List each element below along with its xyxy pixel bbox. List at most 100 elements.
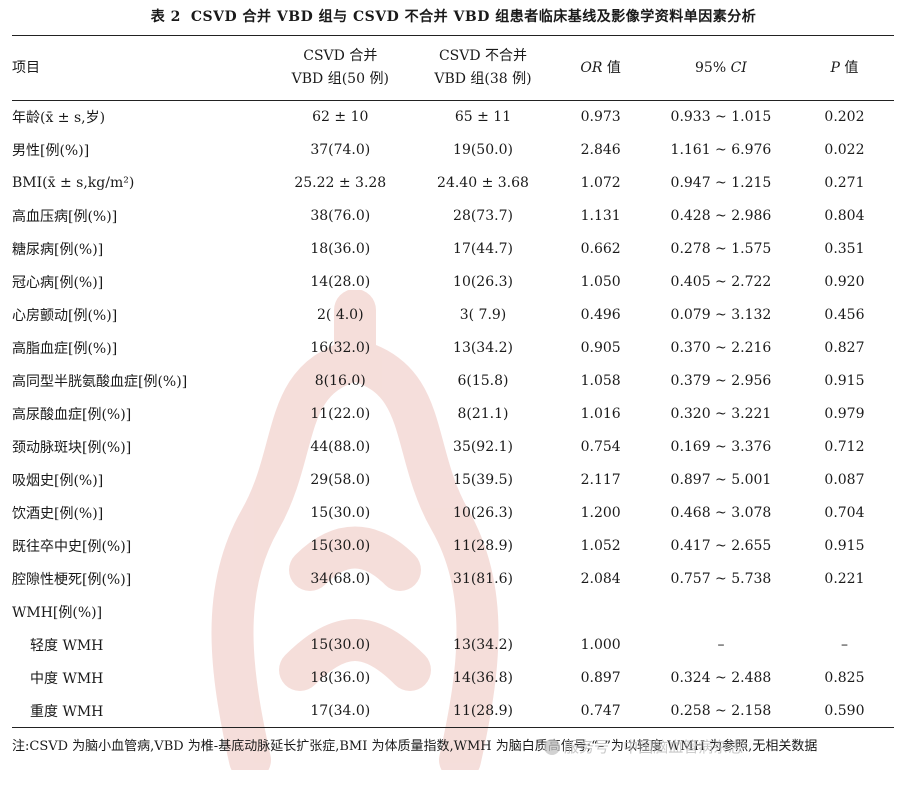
header-item: 项目 <box>12 35 269 101</box>
header-group2: CSVD 不合并 VBD 组(38 例) <box>411 35 555 101</box>
row-ci-value: 1.161 ~ 6.976 <box>670 142 772 158</box>
row-p-value: 0.590 <box>794 694 894 728</box>
table-row: BMI(x̄ ± s,kg/m²) 25.22 ± 3.28 24.40 ± 3.6… <box>12 167 894 200</box>
row-ci-value: 0.278 ~ 1.575 <box>670 241 772 257</box>
data-table: 项目 CSVD 合并 VBD 组(50 例) CSVD 不合并 VBD 组(38… <box>12 35 894 728</box>
row-or-value: 1.016 <box>580 406 621 422</box>
table-row: 高同型半胱氨酸血症[例(%)] 8(16.0) 6(15.8) 1.058 0.379 … <box>12 365 894 398</box>
row-or-value: 1.052 <box>580 538 621 554</box>
row-p-value: 0.456 <box>824 307 865 323</box>
table-row: WMH[例(%)] <box>12 596 894 629</box>
table-row: 男性[例(%)] 37(74.0) 19(50.0) 2.846 1.161 ~ 6.9… <box>12 134 894 167</box>
row-item-label: 高脂血症[例(%)] <box>12 341 118 357</box>
row-p-value: – <box>840 637 848 653</box>
row-group1-value: 16(32.0) <box>310 340 371 356</box>
header-ci: 95% CI <box>646 35 795 101</box>
row-ci-value: 0.320 ~ 3.221 <box>670 406 772 422</box>
header-p: P 值 <box>794 35 894 101</box>
row-group1-value <box>269 596 412 629</box>
row-item-label: 既往卒中史[例(%)] <box>12 539 132 555</box>
row-group2-value: 10(26.3) <box>453 274 513 290</box>
row-ci-value: 0.947 ~ 1.215 <box>670 175 772 191</box>
row-group1-value: 34(68.0) <box>310 571 371 587</box>
row-group1-value: 15(30.0) <box>310 505 371 521</box>
row-p-value: 0.915 <box>824 538 865 554</box>
row-group1-value: 15(30.0) <box>310 538 371 554</box>
header-group1: CSVD 合并 VBD 组(50 例) <box>268 35 412 101</box>
header-group2-line1: CSVD 不合并 <box>438 48 528 64</box>
row-item-label: 饮酒史[例(%)] <box>12 506 104 522</box>
row-or-value: 0.754 <box>580 439 621 455</box>
row-item-label: 腔隙性梗死[例(%)] <box>12 572 132 588</box>
row-item-label: 糖尿病[例(%)] <box>12 242 104 258</box>
row-p-value: 0.221 <box>824 571 865 587</box>
row-item-label: 高同型半胱氨酸血症[例(%)] <box>12 374 188 390</box>
row-or-value: 2.117 <box>580 472 621 488</box>
row-group2-value: 19(50.0) <box>453 142 513 158</box>
row-p-value: 0.979 <box>824 406 865 422</box>
table-row: 冠心病[例(%)] 14(28.0) 10(26.3) 1.050 0.405 ~ 2.… <box>12 266 894 299</box>
row-p-value: 0.825 <box>824 670 865 686</box>
row-group1-value: 18(36.0) <box>310 670 371 686</box>
row-item-label: 中度 WMH <box>30 671 104 687</box>
row-ci-value: 0.370 ~ 2.216 <box>670 340 772 356</box>
row-ci-value: 0.897 ~ 5.001 <box>670 472 772 488</box>
table-row: 糖尿病[例(%)] 18(36.0) 17(44.7) 0.662 0.278 ~ 1.… <box>12 233 894 266</box>
row-or-value: 1.072 <box>580 175 621 191</box>
row-group1-value: 25.22 ± 3.28 <box>294 175 387 191</box>
row-item-label: 男性[例(%)] <box>12 143 90 159</box>
row-group1-value: 62 ± 10 <box>312 109 369 126</box>
row-p-value: 0.087 <box>824 472 865 488</box>
row-p-value: 0.804 <box>824 208 865 224</box>
table-row: 轻度 WMH 15(30.0) 13(34.2) 1.000 – – <box>12 629 894 662</box>
row-ci-value: 0.324 ~ 2.488 <box>670 670 772 686</box>
row-group1-value: 17(34.0) <box>268 694 412 728</box>
table-row: 高脂血症[例(%)] 16(32.0) 13(34.2) 0.905 0.370 ~ 2… <box>12 332 894 365</box>
row-group2-value: 11(28.9) <box>411 694 555 728</box>
row-p-value: 0.704 <box>824 505 865 521</box>
row-p-value <box>795 596 894 629</box>
row-group1-value: 15(30.0) <box>310 637 371 653</box>
row-group2-value: 13(34.2) <box>453 637 513 653</box>
row-group1-value: 14(28.0) <box>310 274 371 290</box>
table-footnote: 注:CSVD 为脑小血管病,VBD 为椎-基底动脉延长扩张症,BMI 为体质量指… <box>12 739 818 754</box>
row-or-value: 2.846 <box>580 142 621 158</box>
row-item-label: 高尿酸血症[例(%)] <box>12 407 132 423</box>
row-p-value: 0.920 <box>824 274 865 290</box>
table-row: 饮酒史[例(%)] 15(30.0) 10(26.3) 1.200 0.468 ~ 3.… <box>12 497 894 530</box>
table-row: 腔隙性梗死[例(%)] 34(68.0) 31(81.6) 2.084 0.757 ~ … <box>12 563 894 596</box>
row-p-value: 0.827 <box>824 340 865 356</box>
row-group2-value: 65 ± 11 <box>454 109 512 126</box>
row-group1-value: 38(76.0) <box>310 208 371 224</box>
row-group1-value: 2( 4.0) <box>317 307 364 323</box>
row-group1-value: 44(88.0) <box>310 439 371 455</box>
row-item-label: WMH[例(%)] <box>12 605 103 621</box>
row-group1-value: 37(74.0) <box>310 142 371 158</box>
row-or-value: 1.131 <box>580 208 621 224</box>
row-item-label: 心房颤动[例(%)] <box>12 308 118 324</box>
row-ci-value: 0.379 ~ 2.956 <box>670 373 772 389</box>
row-p-value: 0.202 <box>824 109 865 126</box>
table-row: 中度 WMH 18(36.0) 14(36.8) 0.897 0.324 ~ 2.488… <box>12 662 894 695</box>
row-ci-value: 0.169 ~ 3.376 <box>670 439 772 455</box>
row-ci-value: 0.757 ~ 5.738 <box>670 571 772 587</box>
header-group1-line1: CSVD 合并 <box>303 48 378 64</box>
row-or-value: 0.905 <box>580 340 621 356</box>
row-or-value <box>554 596 647 629</box>
row-p-value: 0.022 <box>824 142 865 158</box>
row-group2-value: 35(92.1) <box>453 439 513 455</box>
row-item-label: 吸烟史[例(%)] <box>12 473 104 489</box>
row-item-label: 轻度 WMH <box>30 638 104 654</box>
row-ci-value: 0.428 ~ 2.986 <box>670 208 772 224</box>
row-ci-value: 0.933 ~ 1.015 <box>670 109 772 126</box>
table-number: 表 2 <box>150 9 181 25</box>
table-row: 高尿酸血症[例(%)] 11(22.0) 8(21.1) 1.016 0.320 ~ 3… <box>12 398 894 431</box>
row-group1-value: 29(58.0) <box>310 472 371 488</box>
row-group2-value: 10(26.3) <box>453 505 513 521</box>
row-group2-value: 13(34.2) <box>453 340 513 356</box>
table-body: 年龄(x̄ ± s,岁) 62 ± 10 65 ± 11 0.973 0.933 ~ 1… <box>12 101 894 728</box>
table-row: 重度 WMH 17(34.0) 11(28.9) 0.747 0.258 ~ 2.158… <box>12 694 894 728</box>
row-group2-value: 24.40 ± 3.68 <box>437 175 529 191</box>
row-ci-value: 0.417 ~ 2.655 <box>670 538 772 554</box>
row-group2-value: 17(44.7) <box>453 241 513 257</box>
